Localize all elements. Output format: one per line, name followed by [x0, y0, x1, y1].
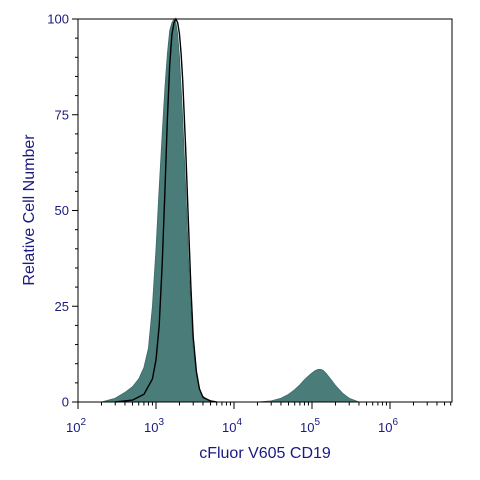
y-axis-ticks: 0 25 50 75 100: [47, 12, 78, 410]
x-tick-label: 105: [300, 417, 320, 435]
x-tick-label: 103: [144, 417, 164, 435]
plot-frame: [77, 18, 453, 403]
x-axis-title: cFluor V605 CD19: [199, 445, 331, 462]
x-tick-label: 102: [66, 417, 86, 435]
y-tick-label: 25: [55, 299, 69, 314]
y-tick-label: 0: [62, 395, 69, 410]
control-histogram-line: [115, 17, 217, 403]
series-layer: [101, 17, 360, 403]
y-axis-title: Relative Cell Number: [21, 134, 38, 286]
x-tick-label: 106: [378, 417, 398, 435]
y-tick-label: 100: [47, 12, 69, 27]
y-tick-label: 50: [55, 203, 69, 218]
y-tick-label: 75: [55, 107, 69, 122]
x-axis-ticks: 102 103 104 105 106: [66, 402, 452, 435]
sample-histogram-area: [101, 18, 360, 403]
x-tick-label: 104: [222, 417, 242, 435]
